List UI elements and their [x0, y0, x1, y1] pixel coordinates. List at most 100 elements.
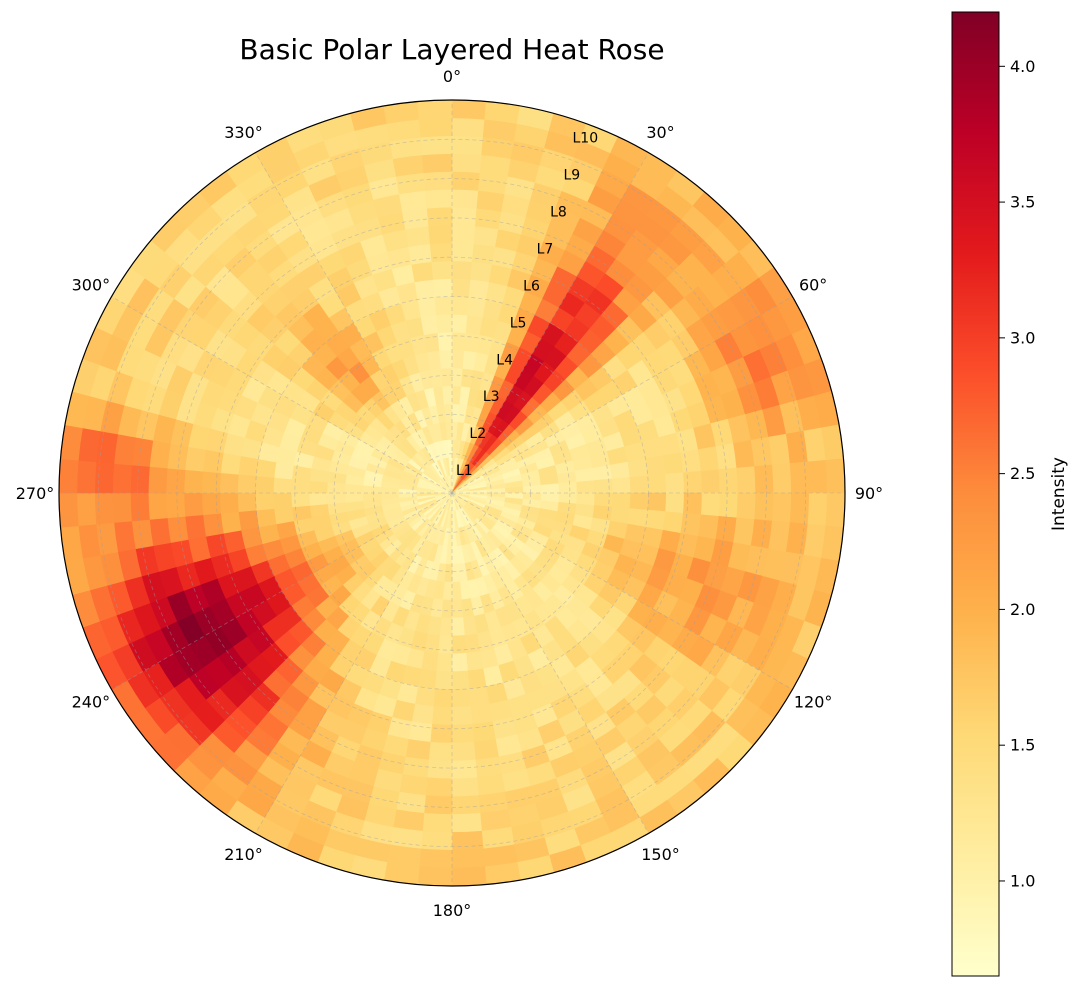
ring-label: L5	[510, 315, 527, 331]
heat-cell	[468, 686, 490, 707]
heat-cell	[202, 512, 224, 537]
theta-tick-label: 60°	[799, 276, 827, 295]
heat-cell	[418, 848, 453, 869]
heat-cell	[470, 261, 493, 283]
heat-cell	[594, 492, 614, 508]
heat-cell	[451, 706, 473, 726]
heat-cell	[645, 509, 666, 531]
heat-cell	[451, 99, 487, 120]
grid-ring	[333, 374, 571, 612]
colorbar-tick-label: 1.0	[1010, 871, 1035, 890]
heat-cell	[715, 516, 738, 543]
heat-cell	[220, 511, 242, 534]
heat-cell	[238, 509, 259, 531]
grid-ring	[255, 296, 649, 690]
heat-cell	[594, 478, 614, 494]
heat-cell	[149, 439, 171, 469]
heat-cell	[662, 511, 684, 534]
heat-cell	[467, 668, 487, 690]
heat-cell	[665, 472, 685, 494]
theta-tick-label: 270°	[16, 484, 55, 503]
heat-cell	[451, 599, 464, 619]
heat-cell	[558, 492, 578, 505]
heat-cell	[576, 492, 596, 506]
heat-cell	[418, 117, 453, 138]
heat-cell	[417, 866, 453, 887]
heat-cell	[411, 261, 434, 283]
colorbar-tick-label: 3.0	[1010, 328, 1035, 347]
ring-label: L7	[537, 242, 554, 258]
heat-cell	[443, 403, 453, 423]
heat-cell	[451, 617, 465, 637]
colorbar-ticks: 1.0 1.5 2.0 2.5 3.0 3.5 4.0	[999, 57, 1035, 890]
heat-cell	[464, 633, 481, 654]
grid-spoke	[111, 296, 453, 494]
theta-tick-labels: 0° 30° 60° 90° 120° 150° 180° 210° 240° 270° 300° 3…	[16, 67, 883, 920]
heat-cell	[451, 795, 481, 815]
heat-cell	[451, 117, 486, 138]
grid-spoke	[451, 152, 649, 494]
heat-cell	[402, 756, 429, 779]
heat-cell	[476, 190, 506, 212]
heat-cell	[629, 475, 649, 494]
heat-cell	[237, 492, 257, 513]
heat-cell	[470, 703, 493, 725]
heat-cell	[436, 652, 453, 672]
heat-cell	[715, 443, 738, 470]
heat-cell	[475, 756, 502, 779]
ring-label: L10	[572, 131, 598, 147]
heat-cell	[362, 492, 382, 502]
heat-cell	[439, 617, 453, 637]
heat-cell	[451, 830, 484, 851]
grid-ring	[412, 453, 492, 533]
heat-cell	[344, 492, 364, 503]
heat-cell	[733, 517, 755, 547]
grid-spoke	[255, 492, 453, 834]
heat-cell	[130, 464, 150, 494]
heat-cell	[431, 260, 453, 280]
grid-ring	[176, 217, 728, 769]
heat-cell	[219, 492, 239, 514]
grid-ring	[137, 178, 767, 808]
heat-cell	[451, 153, 482, 174]
heat-cell	[431, 706, 453, 726]
heat-cell	[451, 670, 470, 690]
heat-cell	[201, 492, 221, 516]
heat-cell	[451, 688, 472, 708]
heat-cell	[426, 206, 453, 227]
heat-cell	[825, 458, 846, 494]
colorbar-tick-label: 2.0	[1010, 600, 1035, 619]
heat-cell	[436, 314, 453, 334]
heat-cell	[475, 207, 502, 230]
heat-cell	[434, 670, 453, 690]
heat-cell	[429, 242, 453, 262]
heat-cell	[451, 296, 470, 316]
heat-cell	[451, 331, 467, 351]
grid-ring	[294, 335, 610, 651]
heat-cell	[426, 759, 453, 780]
heat-cell	[807, 492, 828, 527]
heat-cell	[408, 243, 433, 265]
heat-cell	[771, 463, 792, 494]
heat-cell	[112, 492, 133, 523]
heat-cell	[540, 483, 560, 494]
heat-cell	[576, 480, 596, 494]
heat-cell	[326, 481, 346, 494]
heat-cell	[238, 455, 259, 477]
heat-cell	[825, 492, 846, 528]
heat-cell	[592, 464, 613, 481]
heat-cell	[680, 449, 702, 474]
heat-cell	[417, 296, 437, 318]
heat-cell	[645, 455, 666, 477]
heat-cell	[451, 367, 464, 387]
heat-cell	[451, 189, 479, 209]
heat-cell	[451, 581, 462, 601]
heat-cell	[414, 279, 436, 300]
heat-cell	[76, 492, 97, 527]
heat-cell	[451, 759, 478, 780]
heat-cell	[451, 635, 467, 655]
heat-cell	[451, 741, 476, 762]
theta-tick-label: 30°	[646, 123, 674, 142]
heat-cell	[58, 458, 79, 494]
heat-cell	[255, 475, 275, 494]
